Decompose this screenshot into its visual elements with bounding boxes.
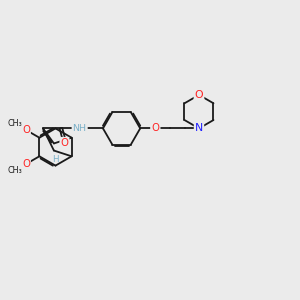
Text: O: O (61, 138, 68, 148)
Text: H: H (52, 155, 59, 164)
Text: CH₃: CH₃ (8, 119, 22, 128)
Text: O: O (151, 123, 159, 134)
Text: N: N (195, 123, 203, 134)
Text: O: O (22, 159, 30, 169)
Text: CH₃: CH₃ (8, 166, 22, 175)
Text: O: O (22, 125, 30, 135)
Text: NH: NH (73, 124, 87, 133)
Text: O: O (195, 90, 203, 100)
